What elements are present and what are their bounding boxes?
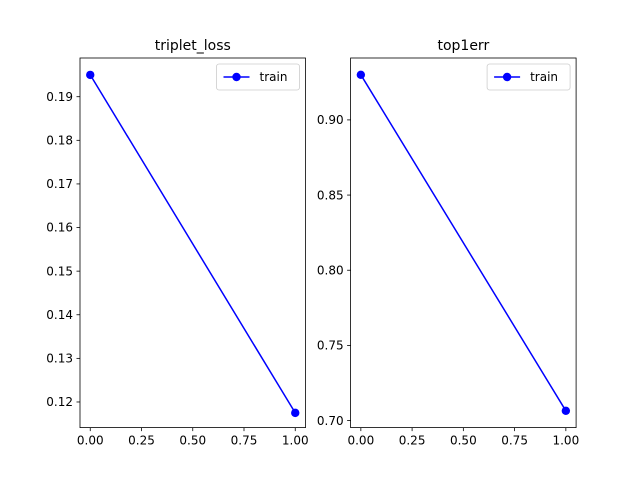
x-tick-label: 0.75 (501, 434, 528, 448)
x-tick-label: 1.00 (282, 434, 309, 448)
x-tick-label: 0.25 (128, 434, 155, 448)
y-tick-label: 0.13 (46, 352, 73, 366)
y-tick-label: 0.80 (317, 263, 344, 277)
legend-marker (502, 72, 512, 82)
y-tick-label: 0.90 (317, 113, 344, 127)
y-tick-label: 0.75 (317, 339, 344, 353)
y-tick-label: 0.12 (46, 395, 73, 409)
series-line-train (89, 74, 296, 414)
subplot-2: top1err 0.00 0.25 0.50 0.75 1.00 0.70 0.75 0.80 0… (317, 38, 579, 448)
legend-label: train (260, 70, 288, 84)
legend-marker (232, 72, 241, 82)
legend-box (216, 63, 300, 91)
x-tick-label: 1.00 (552, 434, 579, 448)
data-point (561, 406, 571, 415)
chart-title: top1err (437, 38, 489, 54)
x-tick-label: 0.75 (231, 434, 258, 448)
y-tick-label: 0.19 (46, 90, 73, 104)
data-point (291, 408, 300, 418)
legend: train (486, 63, 571, 91)
legend-box (486, 63, 571, 91)
chart-title: triplet_loss (155, 38, 231, 54)
x-tick-label: 0.50 (450, 434, 477, 448)
x-tick-label: 0.00 (77, 434, 104, 448)
y-tick-label: 0.17 (46, 177, 73, 191)
x-tick-label: 0.50 (179, 434, 206, 448)
x-tick-label: 0.00 (347, 434, 374, 448)
y-tick-label: 0.15 (46, 264, 73, 278)
data-point (86, 70, 95, 80)
y-tick-label: 0.16 (46, 221, 73, 235)
series-line-train (360, 74, 567, 412)
legend-label: train (530, 70, 558, 84)
data-point (356, 70, 366, 80)
x-tick-label: 0.25 (399, 434, 426, 448)
y-tick-label: 0.85 (317, 188, 344, 202)
y-tick-label: 0.14 (46, 308, 73, 322)
legend: train (216, 63, 300, 91)
y-tick-label: 0.18 (46, 134, 73, 148)
subplot-1: triplet_loss 0.00 0.25 0.50 0.75 1.00 0.12 0.13… (46, 38, 308, 448)
y-tick-label: 0.70 (317, 414, 344, 428)
